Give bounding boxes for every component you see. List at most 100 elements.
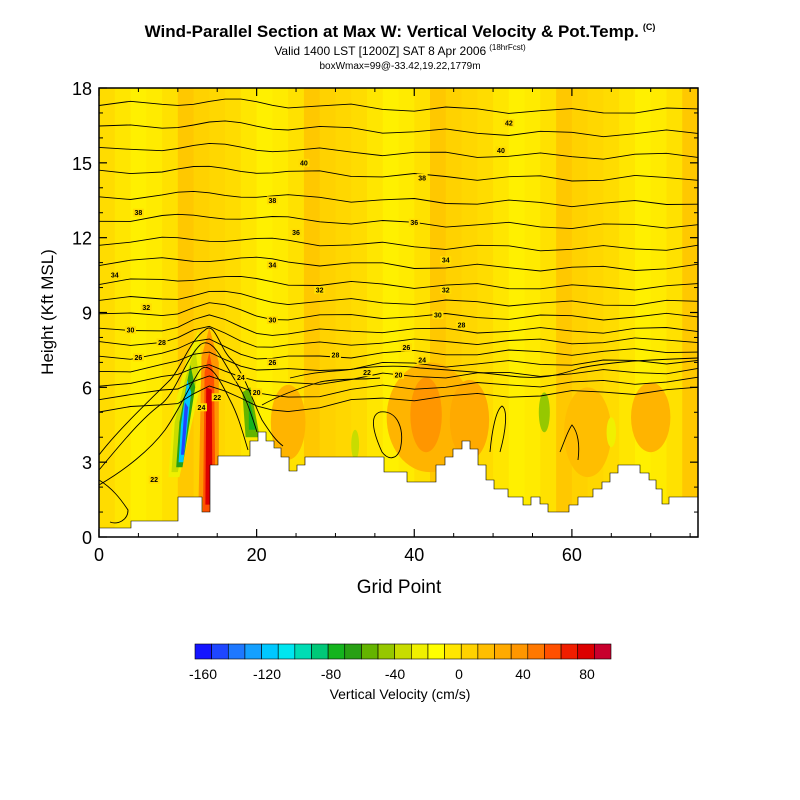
y-tick-label: 12 <box>72 229 92 249</box>
colorbar-swatch <box>544 643 562 660</box>
contour-label-bg <box>140 303 152 312</box>
contour-label-bg <box>416 355 428 364</box>
chart-title-text: Wind-Parallel Section at Max W: Vertical… <box>144 22 639 41</box>
contour-label: 32 <box>142 305 150 312</box>
colorbar-swatch <box>344 643 362 660</box>
velocity-stripe <box>524 88 541 537</box>
velocity-stripe <box>540 88 557 537</box>
colorbar-swatch <box>294 643 312 660</box>
contour-label: 20 <box>395 372 403 379</box>
velocity-stripe <box>650 88 667 537</box>
theta-contour <box>99 165 698 182</box>
theta-contour <box>99 325 698 348</box>
y-tick-label: 18 <box>72 79 92 99</box>
x-tick-label: 40 <box>404 545 424 565</box>
contour-label: 22 <box>363 370 371 377</box>
theta-contour <box>99 98 698 114</box>
contour-label: 34 <box>268 263 276 270</box>
contour-label-bg <box>132 208 144 217</box>
contour-label-bg <box>235 373 247 382</box>
contour-label-bg <box>408 218 420 227</box>
theta-contour <box>99 302 698 321</box>
velocity-stripe <box>114 88 132 537</box>
contour-label: 34 <box>111 273 119 280</box>
contour-label: 28 <box>458 322 466 329</box>
contour-label-bg <box>298 158 310 167</box>
theta-contour <box>289 357 698 379</box>
theta-contour <box>99 290 698 307</box>
colorbar-swatch <box>244 643 262 660</box>
theta-contour <box>99 142 698 160</box>
colorbar-swatch <box>444 643 462 660</box>
theta-contour <box>99 364 698 387</box>
chart-subtitle-text: Valid 1400 LST [1200Z] SAT 8 Apr 2006 <box>274 44 487 58</box>
contour-label: 24 <box>237 375 245 382</box>
chart-title: Wind-Parallel Section at Max W: Vertical… <box>0 22 800 42</box>
forecast-label: (18hrFcst) <box>489 43 526 52</box>
velocity-stripe <box>130 88 147 537</box>
contour-label-bg <box>329 350 341 359</box>
contour-label: 40 <box>300 160 308 167</box>
colorbar-label: Vertical Velocity (cm/s) <box>330 686 471 702</box>
velocity-stripe <box>225 88 242 537</box>
theta-contour <box>99 120 698 138</box>
contour-label-bg <box>266 358 278 367</box>
velocity-stripe <box>99 88 116 537</box>
theta-contour <box>99 236 698 252</box>
contour-label: 26 <box>402 345 410 352</box>
contour-label-bg <box>156 338 168 347</box>
contour-label-bg <box>148 475 160 484</box>
colorbar-swatch <box>510 643 529 660</box>
weak-downdraft <box>538 392 550 433</box>
warm-region <box>631 382 671 453</box>
colorbar-swatch <box>460 643 479 660</box>
colorbar-swatch <box>411 643 429 660</box>
contour-label: 24 <box>418 357 426 364</box>
contour-label-bg <box>266 261 278 270</box>
contour-label-bg <box>393 370 404 379</box>
x-tick-label: 0 <box>94 545 104 565</box>
velocity-stripe <box>146 88 163 537</box>
colorbar-tick-label: -80 <box>321 666 341 682</box>
terrain-mask <box>99 431 698 537</box>
contour-label: 42 <box>505 120 513 127</box>
contour-label-bg <box>314 286 326 295</box>
x-axis-label: Grid Point <box>357 577 442 598</box>
velocity-stripe <box>398 88 415 537</box>
x-tick-label: 20 <box>247 545 267 565</box>
colorbar-swatch <box>594 643 612 660</box>
contour-label: 30 <box>268 317 276 324</box>
theta-contour <box>261 377 381 406</box>
contour-label-bg <box>195 403 207 412</box>
theta-contour <box>99 327 284 456</box>
colorbar-swatch <box>560 643 579 660</box>
x-tick-label: 60 <box>562 545 582 565</box>
colorbar-tick-label: -120 <box>253 666 281 682</box>
theta-contour <box>559 424 580 461</box>
contour-label-bg <box>125 325 137 334</box>
y-tick-label: 9 <box>82 304 92 324</box>
colorbar-swatch <box>361 643 379 660</box>
colorbar-swatch <box>211 643 229 660</box>
contour-label: 28 <box>158 340 166 347</box>
colorbar-swatch <box>327 643 346 660</box>
colorbar-swatch <box>394 643 412 660</box>
y-axis-label: Height (Kft MSL) <box>38 249 57 375</box>
theta-contour <box>99 367 249 486</box>
theta-contour <box>99 314 698 336</box>
contour-label: 26 <box>268 360 276 367</box>
contour-label: 38 <box>135 210 143 217</box>
colorbar-swatch <box>194 643 212 660</box>
velocity-stripe <box>603 88 620 537</box>
theta-contour <box>99 275 698 291</box>
warm-region <box>449 379 490 460</box>
velocity-stripe <box>666 88 683 537</box>
theta-contour <box>99 342 258 471</box>
theta-contour <box>99 351 698 373</box>
contour-label: 38 <box>418 175 426 182</box>
contour-label-bg <box>290 228 302 237</box>
contour-label-bg <box>251 388 263 397</box>
contour-label: 32 <box>316 288 324 295</box>
contour-label: 40 <box>497 148 505 155</box>
